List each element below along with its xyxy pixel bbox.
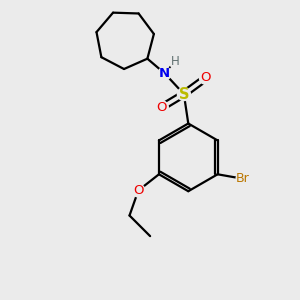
Circle shape xyxy=(132,184,145,197)
Text: O: O xyxy=(157,101,167,114)
Text: O: O xyxy=(133,184,144,197)
Circle shape xyxy=(169,55,182,68)
Text: H: H xyxy=(171,55,179,68)
Circle shape xyxy=(158,67,171,80)
Circle shape xyxy=(200,71,212,84)
Circle shape xyxy=(177,88,190,100)
Text: O: O xyxy=(201,71,211,84)
Text: S: S xyxy=(178,87,189,102)
Circle shape xyxy=(236,172,249,185)
Text: N: N xyxy=(159,67,170,80)
Circle shape xyxy=(155,101,168,114)
Text: Br: Br xyxy=(236,172,250,185)
